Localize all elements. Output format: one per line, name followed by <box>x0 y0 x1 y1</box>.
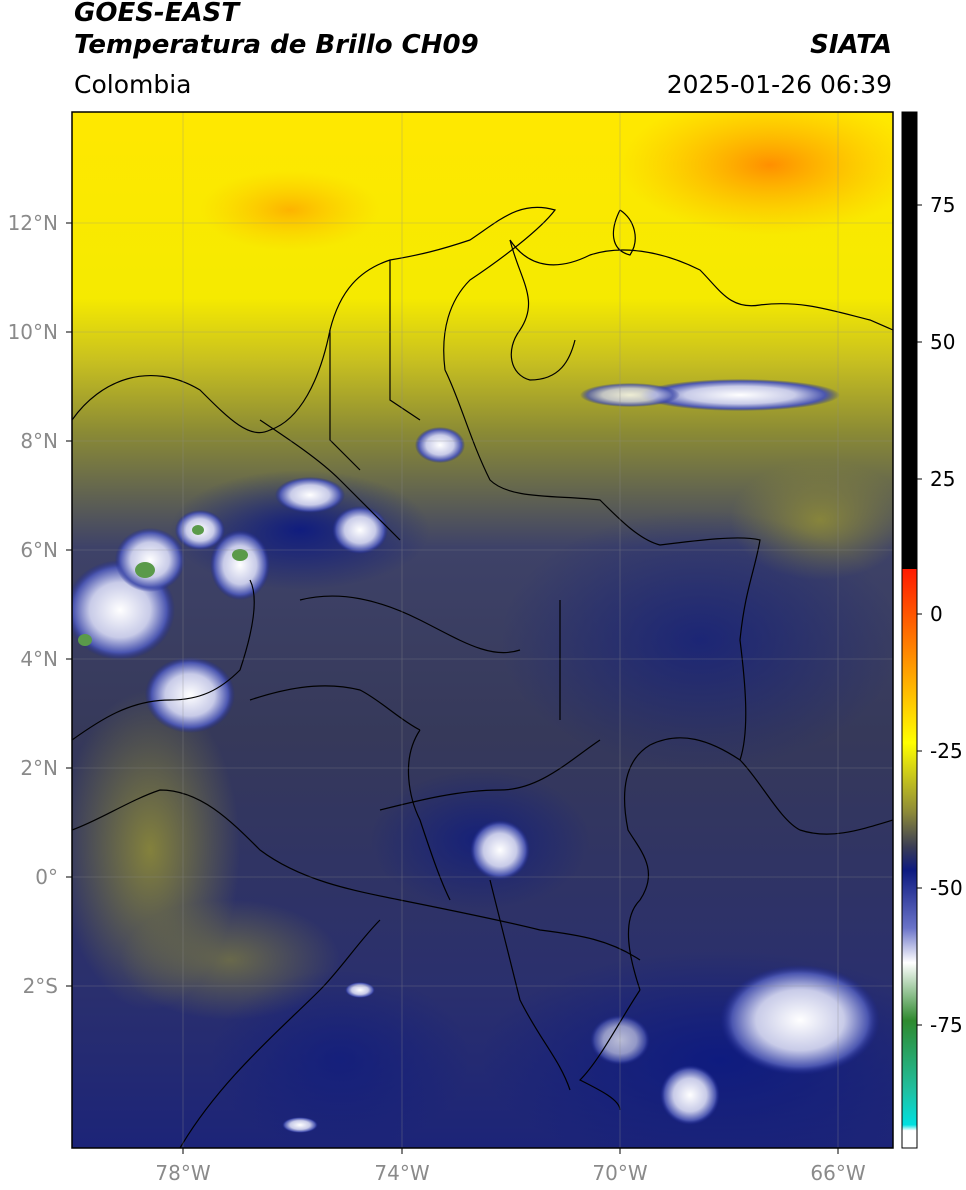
lon-label: 74°W <box>374 1161 429 1185</box>
map-frame <box>71 111 894 1149</box>
lat-label: 6°N <box>20 538 58 562</box>
datetime-label: 2025-01-26 06:39 <box>666 70 892 99</box>
lat-label: 0° <box>35 865 58 889</box>
colorbar-tick-label: -50 <box>930 876 963 900</box>
lon-label: 78°W <box>155 1161 210 1185</box>
lat-label: 12°N <box>8 211 58 235</box>
colorbar-frame <box>901 111 918 1149</box>
lat-label: 8°N <box>20 429 58 453</box>
axis-ticks <box>66 222 839 1154</box>
graticule <box>72 112 893 1148</box>
lon-label: 66°W <box>810 1161 865 1185</box>
colorbar-tick-label: 75 <box>930 193 955 217</box>
colorbar-black-segment <box>902 112 917 570</box>
lon-label: 70°W <box>592 1161 647 1185</box>
colorbar-gradient-segment <box>902 569 917 1148</box>
title-product: Temperatura de Brillo CH09 <box>74 30 479 60</box>
colorbar-tick-label: -25 <box>930 739 963 763</box>
colorbar: 75 50 25 0 -25 -50 -75 <box>901 111 963 1149</box>
brand-label: SIATA <box>810 30 892 60</box>
title-satellite: GOES-EAST <box>74 0 240 28</box>
lat-label: 4°N <box>20 647 58 671</box>
region-label: Colombia <box>74 70 192 99</box>
colorbar-tick-label: -75 <box>930 1013 963 1037</box>
borders-coastlines <box>72 206 893 1148</box>
lat-label: 10°N <box>8 320 58 344</box>
lat-label: 2°S <box>23 974 58 998</box>
lat-label: 2°N <box>20 756 58 780</box>
brightness-temperature-field <box>72 112 893 1148</box>
colorbar-tick-label: 25 <box>930 467 955 491</box>
colorbar-tick-label: 0 <box>930 602 943 626</box>
colorbar-tick-label: 50 <box>930 330 955 354</box>
